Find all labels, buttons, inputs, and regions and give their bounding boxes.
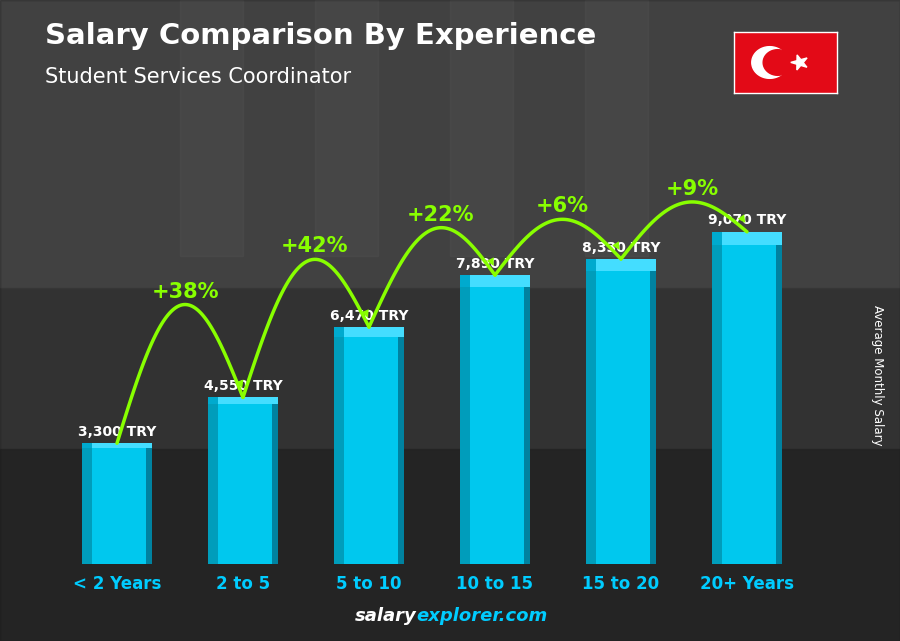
Bar <box>712 232 781 564</box>
Bar <box>460 275 471 564</box>
Bar <box>586 259 597 271</box>
Text: 3,300 TRY: 3,300 TRY <box>77 425 157 439</box>
Bar <box>398 327 403 564</box>
Bar <box>650 259 655 564</box>
Bar <box>334 327 403 337</box>
Text: +9%: +9% <box>666 179 719 199</box>
Text: Salary Comparison By Experience: Salary Comparison By Experience <box>45 22 596 51</box>
Bar <box>146 443 151 564</box>
Bar <box>712 232 723 245</box>
Polygon shape <box>752 47 788 78</box>
Text: 4,550 TRY: 4,550 TRY <box>203 379 283 393</box>
Polygon shape <box>791 55 807 70</box>
Bar <box>524 275 529 564</box>
Bar <box>334 327 345 337</box>
Bar <box>0 288 900 449</box>
Text: 6,470 TRY: 6,470 TRY <box>329 309 409 322</box>
Text: Student Services Coordinator: Student Services Coordinator <box>45 67 351 87</box>
Bar <box>208 397 277 564</box>
Bar <box>712 232 781 245</box>
Text: explorer.com: explorer.com <box>417 607 548 625</box>
Bar <box>180 0 243 256</box>
Bar <box>208 397 219 564</box>
Bar <box>712 232 723 564</box>
Bar <box>586 259 655 564</box>
Bar <box>460 275 471 287</box>
Bar <box>460 275 529 287</box>
Bar <box>208 397 219 404</box>
Bar <box>0 0 900 288</box>
Bar <box>83 443 151 564</box>
Text: 7,890 TRY: 7,890 TRY <box>455 256 535 271</box>
Bar <box>83 443 93 448</box>
Bar <box>776 232 781 564</box>
Bar <box>586 259 597 564</box>
Bar <box>208 397 277 404</box>
Text: +6%: +6% <box>536 196 589 217</box>
Polygon shape <box>763 50 792 75</box>
Text: 9,070 TRY: 9,070 TRY <box>707 213 787 228</box>
Bar <box>585 0 648 256</box>
Text: Average Monthly Salary: Average Monthly Salary <box>871 304 884 445</box>
Text: salary: salary <box>355 607 417 625</box>
Bar <box>334 327 403 564</box>
Bar <box>450 0 513 256</box>
Bar <box>0 449 900 641</box>
Bar <box>586 259 655 271</box>
Text: +38%: +38% <box>152 281 220 302</box>
Bar <box>460 275 529 564</box>
Text: +22%: +22% <box>407 204 474 225</box>
Bar <box>315 0 378 256</box>
Bar <box>334 327 345 564</box>
Text: 8,330 TRY: 8,330 TRY <box>581 240 661 254</box>
Bar <box>83 443 93 564</box>
Bar <box>83 443 151 448</box>
Text: +42%: +42% <box>281 237 348 256</box>
Bar <box>0 0 900 288</box>
Bar <box>272 397 277 564</box>
